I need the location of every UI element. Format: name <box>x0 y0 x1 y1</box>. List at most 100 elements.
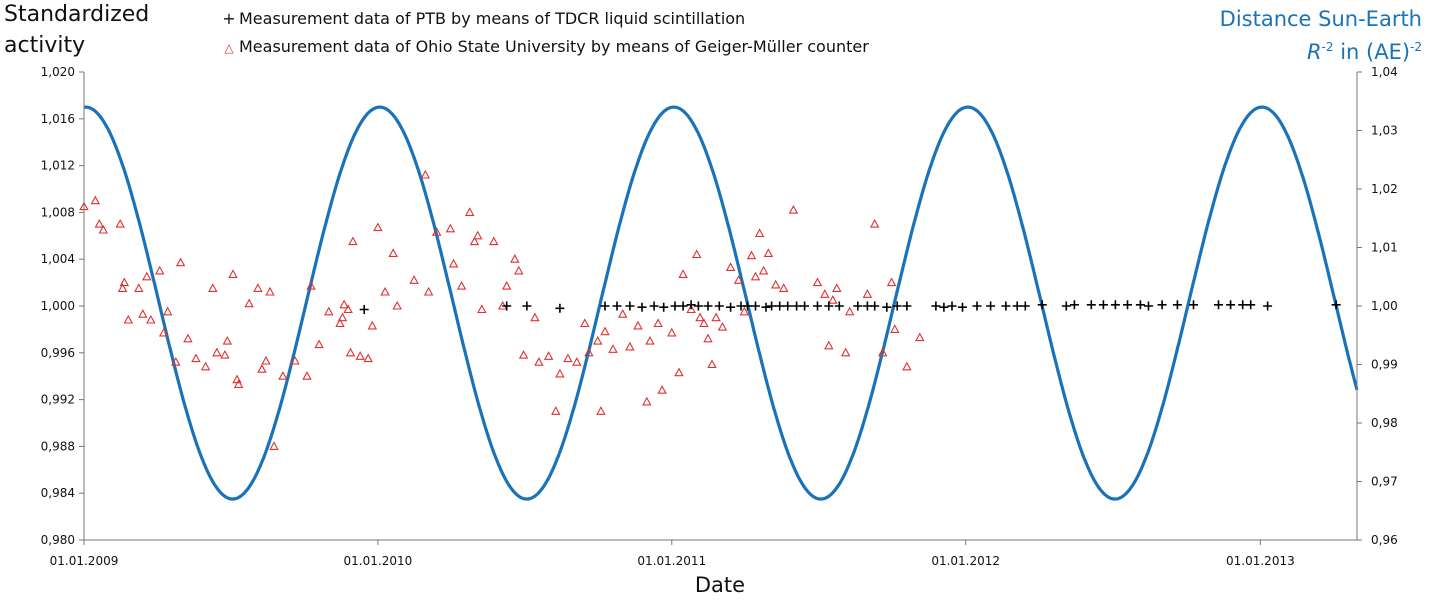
y2-axis-title-mid: in (AE) <box>1333 40 1411 64</box>
ptb-data-point <box>1157 300 1167 310</box>
x-tick-label: 01.01.2013 <box>1226 554 1295 568</box>
ohio-data-point <box>886 277 897 287</box>
legend-item-ptb: + Measurement data of PTB by means of TDC… <box>222 9 745 28</box>
ptb-data-point <box>670 301 680 311</box>
sun-earth-curve-line <box>83 105 1359 501</box>
y-tick-label: 0,996 <box>41 346 75 360</box>
y2-tick-label: 1,00 <box>1371 299 1398 313</box>
ptb-data-point <box>1086 300 1096 310</box>
x-tick-label: 01.01.2011 <box>637 554 706 568</box>
ohio-data-point <box>138 309 148 318</box>
ohio-data-point <box>750 271 761 281</box>
ohio-data-point <box>146 314 156 324</box>
y2-tick-label: 0,98 <box>1371 416 1398 430</box>
ptb-data-point <box>1144 301 1153 311</box>
y-tick-label: 0,988 <box>41 439 75 453</box>
ptb-data-point <box>1238 300 1248 310</box>
ohio-data-point <box>915 332 925 342</box>
ohio-data-point <box>208 283 218 292</box>
y2-tick-label: 1,04 <box>1371 65 1398 79</box>
ptb-data-point <box>800 301 810 311</box>
y2-axis-title-r: R <box>1306 40 1322 64</box>
ptb-data-point <box>1189 300 1198 310</box>
sun-earth-distance-curve <box>83 105 1359 501</box>
ohio-data-point <box>600 326 610 336</box>
ohio-data-point <box>115 218 125 228</box>
ohio-data-point <box>257 364 267 373</box>
ptb-data-point <box>813 301 822 311</box>
ohio-data-point <box>890 324 900 333</box>
y-tick-label: 0,980 <box>41 533 75 547</box>
ohio-data-point <box>324 306 334 316</box>
ohio-data-point <box>472 230 483 240</box>
ohio-data-point <box>832 283 842 292</box>
ohio-data-point <box>220 349 230 359</box>
y2-tick-label: 1,02 <box>1371 182 1398 196</box>
ohio-data-point <box>269 441 279 450</box>
ohio-data-point <box>183 333 193 343</box>
ptb-data-point <box>1012 301 1022 311</box>
ohio-data-point <box>233 379 244 388</box>
ohio-data-point <box>388 248 398 257</box>
ptb-data-point <box>767 301 777 311</box>
ohio-data-point <box>812 277 823 287</box>
ohio-data-point <box>657 385 667 394</box>
x-tick-label: 01.01.2009 <box>50 554 119 568</box>
ohio-data-point <box>142 271 152 281</box>
ohio-data-point <box>94 218 105 228</box>
ohio-data-point <box>518 349 529 359</box>
ptb-data-point <box>703 301 713 311</box>
plus-marker-icon: + <box>222 9 236 28</box>
ptb-series <box>359 300 1341 314</box>
ohio-data-point <box>725 262 736 271</box>
ohio-data-point <box>119 277 130 287</box>
ohio-data-point <box>355 351 365 360</box>
ohio-data-point <box>584 347 594 357</box>
ohio-data-point <box>788 204 799 214</box>
ohio-data-point <box>158 327 169 337</box>
ptb-data-point <box>882 302 892 312</box>
y-tick-label: 1,016 <box>41 112 75 126</box>
ptb-data-point <box>359 305 369 314</box>
ohio-data-point <box>134 283 144 292</box>
ptb-data-point <box>1098 300 1108 310</box>
ohio-data-point <box>501 280 512 290</box>
ohio-data-point <box>739 306 750 316</box>
ptb-data-point <box>1001 301 1011 311</box>
ohio-data-point <box>824 340 834 350</box>
ohio-data-point <box>707 359 717 369</box>
ptb-data-point <box>870 301 880 311</box>
y2-axis-title-line2: R-2 in (AE)-2 <box>1307 32 1422 67</box>
ohio-data-point <box>754 228 765 238</box>
ptb-data-point <box>1020 301 1030 311</box>
ohio-data-point <box>678 269 688 278</box>
ohio-data-point <box>717 321 728 331</box>
ohio-data-point <box>253 283 263 292</box>
ptb-data-point <box>834 301 844 311</box>
ohio-data-point <box>343 304 353 314</box>
y-tick-label: 1,020 <box>41 65 75 79</box>
ohio-data-point <box>335 318 345 328</box>
ohio-data-point <box>261 355 271 365</box>
ohio-data-point <box>477 304 487 314</box>
ohio-data-point <box>448 258 459 268</box>
ptb-data-point <box>1214 300 1223 310</box>
y2-tick-label: 1,03 <box>1371 124 1398 138</box>
ohio-data-point <box>314 339 324 349</box>
ohio-data-point <box>633 320 643 330</box>
y2-tick-label: 1,01 <box>1371 241 1398 255</box>
ptb-data-point <box>637 302 647 312</box>
ohio-data-point <box>758 265 769 275</box>
ohio-data-point <box>514 265 524 275</box>
ohio-data-point <box>367 320 378 330</box>
ohio-data-point <box>348 236 358 246</box>
ohio-data-point <box>699 318 709 328</box>
ohio-data-point <box>711 312 721 322</box>
ohio-data-point <box>420 169 431 179</box>
ptb-data-point <box>743 301 752 311</box>
ohio-data-point <box>339 299 349 309</box>
ohio-data-point <box>373 222 383 232</box>
ptb-data-point <box>625 301 635 311</box>
ptb-data-point <box>761 302 771 312</box>
